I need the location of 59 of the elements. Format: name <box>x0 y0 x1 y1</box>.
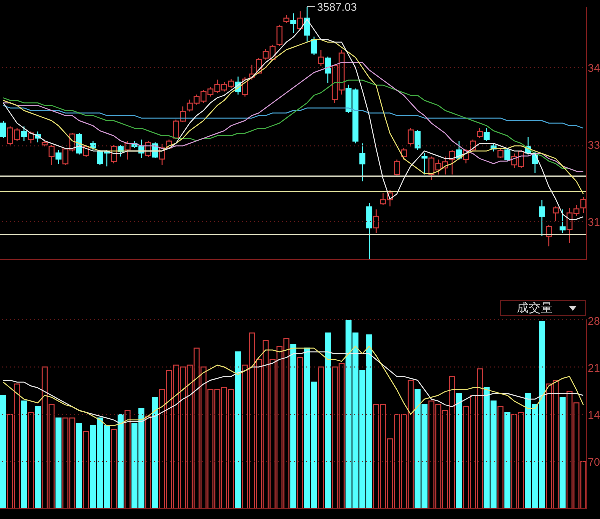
bar <box>297 357 304 509</box>
text: 70 <box>588 457 600 469</box>
candlestick <box>560 209 566 234</box>
bar <box>498 406 504 509</box>
candlestick <box>408 128 414 148</box>
bar <box>504 412 511 509</box>
bar <box>290 344 297 509</box>
candlestick <box>325 56 332 84</box>
text: 28 <box>588 316 600 328</box>
bar <box>110 429 117 509</box>
bar <box>325 332 332 509</box>
candlestick <box>28 131 34 144</box>
text: 31 <box>588 217 600 229</box>
bar <box>235 352 242 509</box>
bar <box>152 396 158 509</box>
candlestick <box>366 202 373 260</box>
bar <box>118 414 124 509</box>
bar <box>0 395 6 509</box>
text: 14 <box>588 410 600 422</box>
candlestick <box>290 13 297 34</box>
candlestick <box>276 24 283 47</box>
bar <box>83 431 90 509</box>
candlestick <box>56 150 62 165</box>
candlestick <box>21 126 28 142</box>
candlestick <box>504 148 511 162</box>
candlestick <box>477 128 484 139</box>
candlestick <box>48 144 55 166</box>
candlestick <box>449 150 456 176</box>
candlestick <box>304 7 310 42</box>
candlestick <box>311 36 318 56</box>
candlestick <box>360 143 366 182</box>
candlestick <box>0 120 6 139</box>
bar <box>76 423 82 509</box>
bar <box>560 396 566 509</box>
chart-title: 成交量 <box>517 300 553 316</box>
candlestick <box>539 200 546 237</box>
candlestick <box>394 159 400 176</box>
bar <box>124 410 131 509</box>
candlestick <box>498 148 504 159</box>
bar <box>56 418 62 509</box>
annotation: 3587.03 <box>317 2 358 14</box>
candlestick <box>373 209 380 234</box>
bar <box>35 406 42 509</box>
candlestick <box>580 197 587 214</box>
bar <box>318 366 324 509</box>
candlestick <box>422 152 428 176</box>
text: 21 <box>588 363 600 375</box>
candlestick <box>401 148 408 160</box>
text: 33 <box>588 140 600 152</box>
candlestick <box>297 11 304 31</box>
candlestick <box>414 130 421 151</box>
bar <box>21 400 28 509</box>
candlestick <box>552 206 559 222</box>
text: 34 <box>588 63 600 75</box>
candlestick <box>484 128 490 142</box>
bar <box>146 416 152 509</box>
bar <box>28 412 34 509</box>
bar <box>456 393 462 509</box>
candlestick <box>318 50 324 67</box>
